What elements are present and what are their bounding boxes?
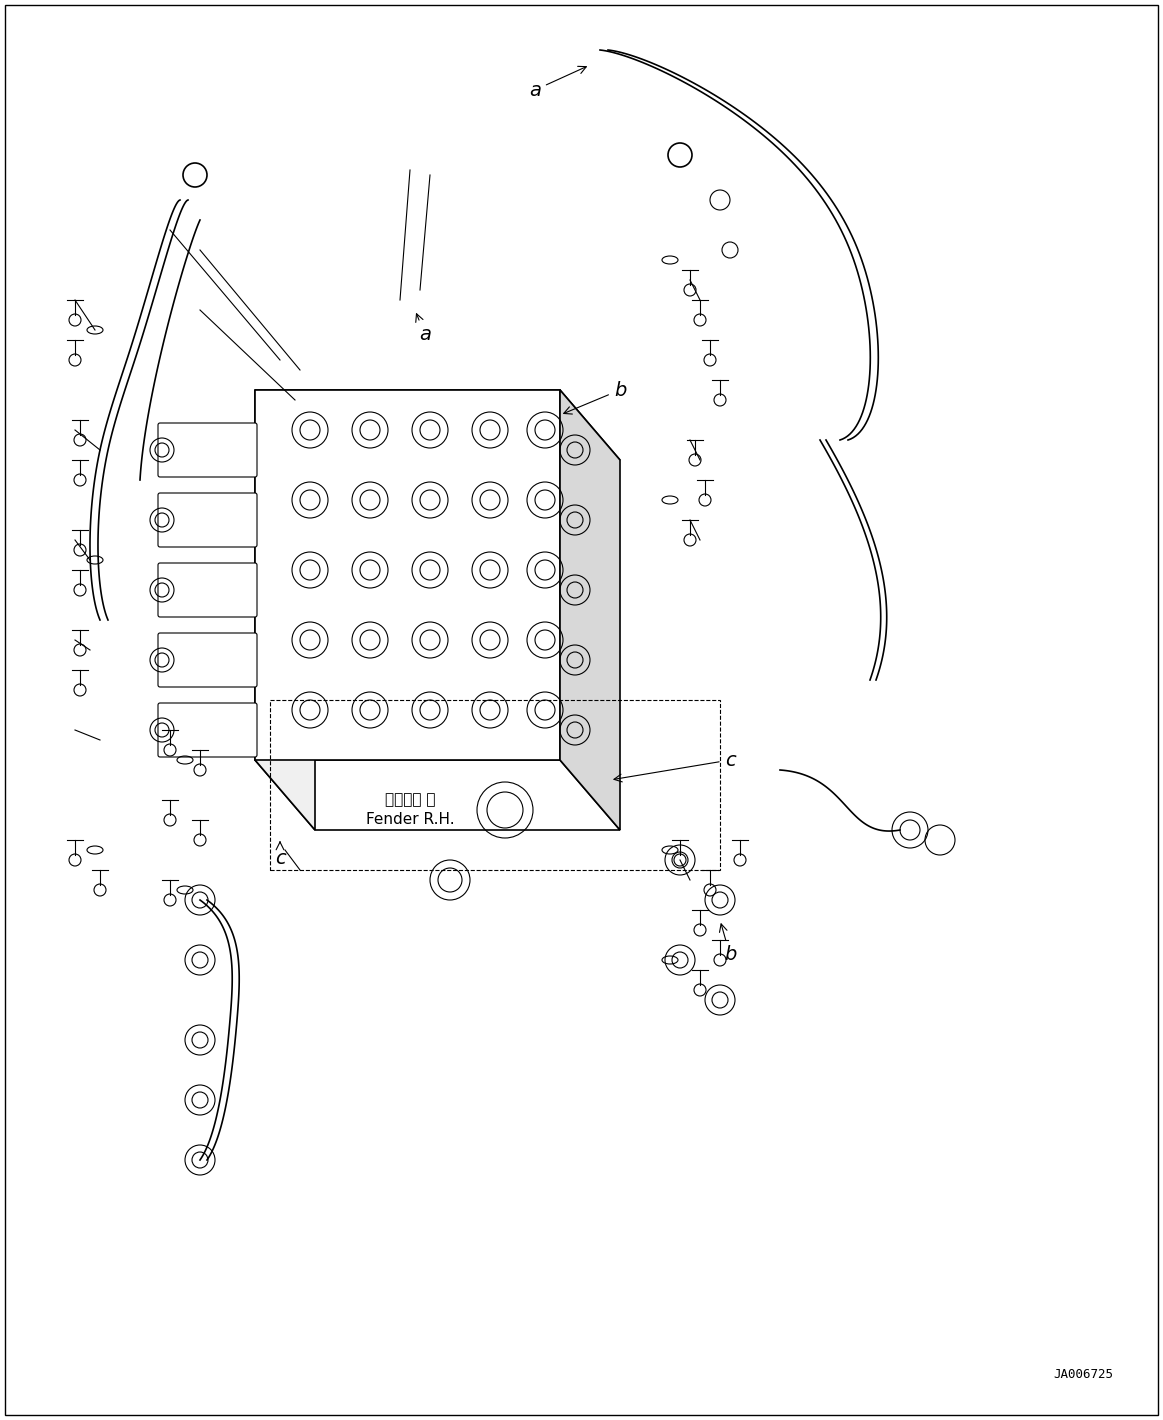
Text: b: b	[564, 381, 626, 415]
FancyBboxPatch shape	[158, 633, 257, 687]
Text: JA006725: JA006725	[1053, 1369, 1113, 1382]
Polygon shape	[561, 391, 620, 831]
Polygon shape	[255, 391, 315, 831]
Polygon shape	[255, 391, 561, 760]
Text: c: c	[274, 842, 285, 868]
Text: フェンダ 右: フェンダ 右	[385, 792, 435, 808]
FancyBboxPatch shape	[158, 562, 257, 618]
Polygon shape	[255, 760, 620, 831]
FancyBboxPatch shape	[158, 423, 257, 477]
Bar	[270, 700, 720, 870]
Text: a: a	[529, 67, 586, 99]
FancyBboxPatch shape	[158, 493, 257, 547]
FancyBboxPatch shape	[158, 703, 257, 757]
Text: b: b	[720, 924, 736, 964]
Polygon shape	[255, 391, 620, 460]
Text: a: a	[415, 314, 431, 345]
Text: Fender R.H.: Fender R.H.	[365, 812, 455, 828]
Text: c: c	[614, 751, 735, 782]
